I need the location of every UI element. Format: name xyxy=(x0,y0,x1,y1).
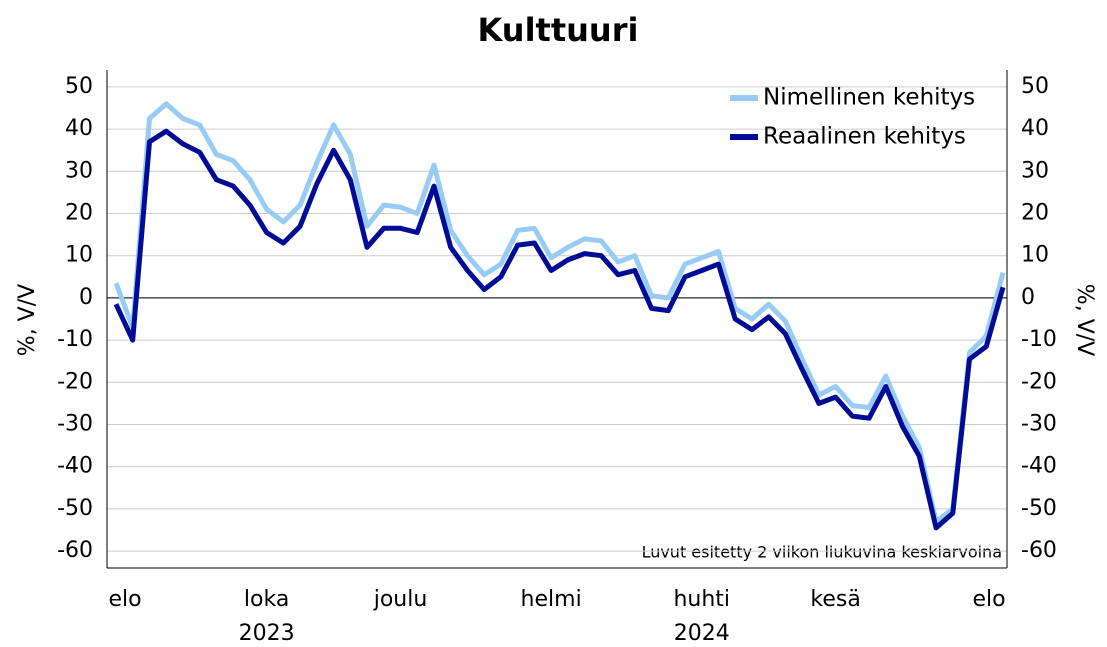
y-tick-label: -60 xyxy=(57,538,93,563)
y2-tick-label: -50 xyxy=(1021,496,1057,521)
y2-tick-label: -30 xyxy=(1021,412,1057,437)
x-tick-label: joulu xyxy=(373,587,428,612)
legend-label: Reaalinen kehitys xyxy=(763,124,966,150)
chart-title: Kulttuuri xyxy=(478,11,639,49)
x-tick-label: elo xyxy=(108,587,141,612)
x-tick-label: elo xyxy=(972,587,1005,612)
y-axis-label: %, V/V xyxy=(15,284,40,356)
y2-tick-label: -10 xyxy=(1021,327,1057,352)
x-tick-label: huhti xyxy=(673,587,730,612)
legend-label: Nimellinen kehitys xyxy=(763,85,975,111)
y-tick-label: -20 xyxy=(57,369,93,394)
y-tick-label: 50 xyxy=(65,74,93,99)
y2-tick-label: 40 xyxy=(1021,116,1049,141)
y2-tick-label: -60 xyxy=(1021,538,1057,563)
y-tick-label: 20 xyxy=(65,200,93,225)
y-tick-label: 30 xyxy=(65,158,93,183)
y2-tick-label: -40 xyxy=(1021,454,1057,479)
y-tick-label: 10 xyxy=(65,243,93,268)
y2-tick-label: 50 xyxy=(1021,74,1049,99)
annotation: Luvut esitetty 2 viikon liukuvina keskia… xyxy=(642,543,1002,562)
series-line xyxy=(113,101,1006,525)
y-tick-label: -30 xyxy=(57,412,93,437)
y2-axis-label: %, V/V xyxy=(1072,284,1097,356)
y2-tick-label: 0 xyxy=(1021,285,1035,310)
x-tick-label: helmi xyxy=(521,587,582,612)
y2-tick-label: 10 xyxy=(1021,243,1049,268)
y2-tick-label: -20 xyxy=(1021,369,1057,394)
x-tick-label: loka xyxy=(244,587,289,612)
year-label: 2023 xyxy=(239,621,295,646)
year-label: 2024 xyxy=(674,621,730,646)
y2-tick-label: 20 xyxy=(1021,200,1049,225)
y-tick-label: -10 xyxy=(57,327,93,352)
y-tick-label: 40 xyxy=(65,116,93,141)
y-tick-label: 0 xyxy=(79,285,93,310)
y-tick-label: -40 xyxy=(57,454,93,479)
x-tick-label: kesä xyxy=(810,587,860,612)
series-line xyxy=(113,128,1006,531)
y-tick-label: -50 xyxy=(57,496,93,521)
y2-tick-label: 30 xyxy=(1021,158,1049,183)
